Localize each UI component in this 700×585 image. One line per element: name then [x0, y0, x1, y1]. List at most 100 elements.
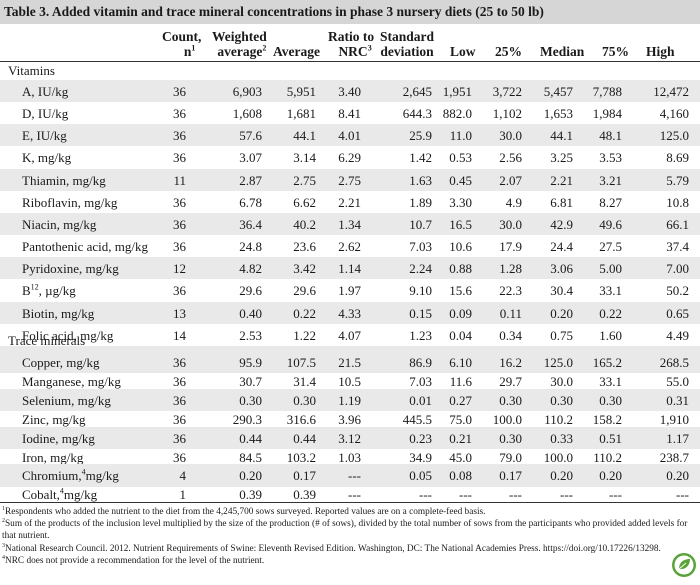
cell-sd: ---: [419, 487, 432, 503]
section-trace-minerals: Trace minerals: [8, 333, 86, 348]
footnote-ref-3: 3: [367, 43, 372, 53]
table-row: Pantothenic acid, mg/kg 36 24.8 23.6 2.62 7.0…: [0, 235, 700, 257]
header-low: Low: [450, 44, 476, 59]
cell-avg: 40.2: [293, 216, 316, 232]
table-row: E, IU/kg 36 57.6 44.1 4.01 25.9 11.0 30.0 44.1 48…: [0, 124, 700, 147]
table-row: Cobalt,4mg/kg 1 0.39 0.39 --- --- --- --- --- ---…: [0, 483, 700, 505]
cell-high: 8.69: [666, 150, 689, 166]
row-label: Niacin, mg/kg: [22, 217, 96, 233]
table-row: Copper, mg/kg 36 95.9 107.5 21.5 86.9 6.10 16.2…: [0, 351, 700, 374]
cell-n: 36: [173, 216, 186, 232]
cell-wavg: 2.87: [239, 172, 262, 188]
cell-sd: 1.63: [409, 172, 432, 188]
cell-high: 4,160: [659, 106, 689, 122]
cell-wavg: 30.7: [239, 373, 262, 389]
row-label: Chromium,4mg/kg: [22, 468, 119, 484]
row-label-text: Niacin, mg/kg: [22, 216, 97, 232]
header-25: 25%: [495, 44, 522, 59]
cell-p75: 1.60: [599, 327, 622, 343]
cell-median: 6.81: [550, 194, 573, 210]
footnote-marker: 2: [2, 518, 5, 525]
row-label-text: Iron, mg/kg: [22, 449, 84, 465]
cell-low: 0.53: [449, 150, 472, 166]
cell-low: 0.04: [449, 327, 472, 343]
row-label: Folic acid, mg/kg: [22, 328, 113, 344]
cell-low: 10.6: [449, 239, 472, 255]
cell-median: 30.4: [550, 283, 573, 299]
cell-p75: 48.1: [599, 128, 622, 144]
footnote-marker: 1: [2, 505, 5, 512]
cell-avg: 316.6: [286, 411, 316, 427]
cell-sd: 7.03: [409, 373, 432, 389]
cell-high: 0.65: [666, 305, 689, 321]
cell-sd: 0.01: [409, 392, 432, 408]
cell-median: ---: [560, 487, 573, 503]
cell-n: 13: [173, 305, 186, 321]
cell-high: 4.49: [666, 327, 689, 343]
cell-ratio: 2.62: [338, 239, 361, 255]
cell-median: 3.25: [550, 150, 573, 166]
row-label-text: B: [22, 283, 31, 299]
cell-high: 0.31: [666, 392, 689, 408]
cell-p75: 49.6: [599, 216, 622, 232]
cell-median: 2.21: [550, 172, 573, 188]
table-bottom-rule: [0, 502, 700, 503]
footnote-text: National Research Council. 2012. Nutrien…: [5, 543, 661, 554]
row-label: Zinc, mg/kg: [22, 412, 86, 428]
row-label: Manganese, mg/kg: [22, 374, 121, 390]
cell-sd: 2,645: [402, 84, 432, 99]
cell-wavg: 84.5: [239, 449, 262, 465]
footnotes: 1Respondents who added the nutrient to t…: [2, 506, 692, 567]
cell-p25: 1,102: [492, 106, 522, 122]
row-label: Selenium, mg/kg: [22, 393, 111, 409]
cell-high: 55.0: [666, 373, 689, 389]
cell-high: 66.1: [666, 216, 689, 232]
table-row: Folic acid, mg/kg 14 2.53 1.22 4.07 1.23 0.04 0…: [0, 324, 700, 346]
cell-p75: 7,788: [592, 84, 622, 99]
row-label: D, IU/kg: [22, 106, 68, 122]
cell-wavg: 57.6: [239, 128, 262, 144]
cell-wavg: 2.53: [239, 327, 262, 343]
cell-median: 30.0: [550, 373, 573, 389]
cell-avg: 0.22: [293, 305, 316, 321]
table-row: B12, µg/kg 36 29.6 29.6 1.97 9.10 15.6 22.3 30.4…: [0, 279, 700, 301]
cell-ratio: 1.19: [338, 392, 361, 408]
row-label: Iron, mg/kg: [22, 450, 83, 466]
cell-n: 36: [173, 411, 186, 427]
cell-n: 36: [173, 239, 186, 255]
cell-p25: 17.9: [499, 239, 522, 255]
cell-avg: 0.17: [293, 468, 316, 484]
cell-median: 125.0: [543, 355, 573, 370]
cell-n: 36: [173, 430, 186, 446]
cell-p25: ---: [509, 487, 522, 503]
cell-ratio: ---: [348, 468, 361, 484]
cell-avg: 1,681: [286, 106, 316, 122]
cell-p75: 3.21: [599, 172, 622, 188]
cell-p25: 0.34: [499, 327, 522, 343]
row-label-text: K, mg/kg: [22, 150, 72, 166]
header-ratio: Ratio to NRC3: [328, 29, 374, 59]
cell-high: 12,472: [653, 84, 689, 99]
table-row: Iodine, mg/kg 36 0.44 0.44 3.12 0.23 0.21 0.30 0…: [0, 426, 700, 449]
cell-low: 1,951: [442, 84, 472, 99]
cell-high: 37.4: [666, 239, 689, 255]
cell-high: 5.79: [666, 172, 689, 188]
cell-low: 0.88: [449, 261, 472, 277]
cell-median: 0.33: [550, 430, 573, 446]
cell-ratio: 4.01: [338, 128, 361, 144]
cell-median: 0.20: [550, 468, 573, 484]
table-row: A, IU/kg 36 6,903 5,951 3.40 2,645 1,951 3,722 5…: [0, 80, 700, 103]
row-label-text: Biotin, mg/kg: [22, 305, 95, 321]
cell-avg: 103.2: [286, 449, 316, 465]
cell-sd: 0.15: [409, 305, 432, 321]
cell-high: 1,910: [659, 411, 689, 427]
header-average: Average: [273, 44, 320, 59]
cell-low: 45.0: [449, 449, 472, 465]
cell-low: 3.30: [449, 194, 472, 210]
cell-p75: 1,984: [592, 106, 622, 122]
cell-p75: 165.2: [592, 355, 622, 370]
cell-sd: 10.7: [409, 216, 432, 232]
row-label: Pantothenic acid, mg/kg: [22, 239, 148, 255]
cell-median: 3.06: [550, 261, 573, 277]
cell-n: 1: [179, 487, 187, 503]
